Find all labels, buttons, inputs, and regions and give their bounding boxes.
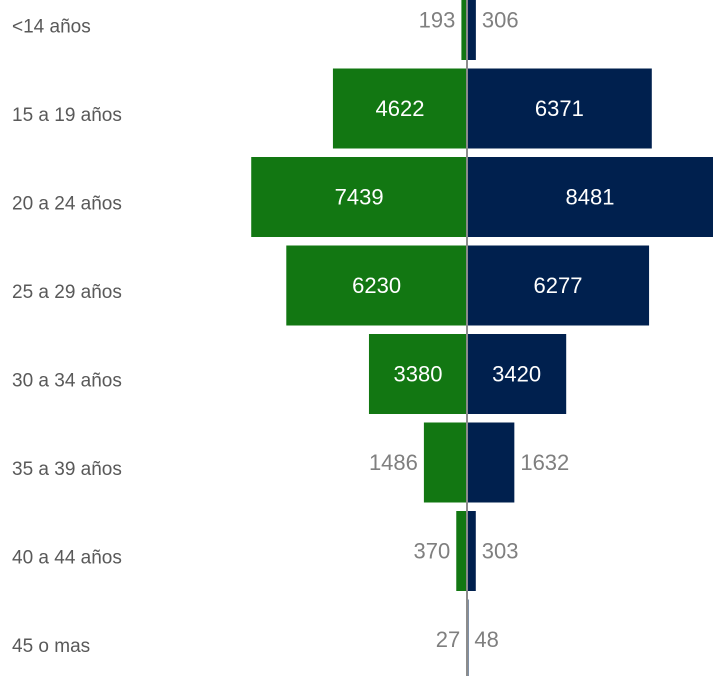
- bar-left-0: [461, 0, 467, 60]
- labels-group: <14 años 193 306 15 a 19 años 4622 6371 20 a 2…: [12, 8, 614, 658]
- bar-left-6: [456, 511, 467, 591]
- value-label-left-6: 370: [414, 539, 451, 564]
- bar-right-1: [467, 68, 652, 149]
- value-label-right-5: 1632: [520, 450, 569, 475]
- bar-right-0: [467, 0, 476, 60]
- category-label-3: 25 a 29 años: [12, 282, 122, 303]
- value-label-left-4: 3380: [394, 362, 443, 387]
- bar-left-4: [368, 334, 467, 414]
- value-label-right-3: 6277: [534, 273, 583, 298]
- bars-group: [251, 0, 713, 676]
- value-label-left-7: 27: [436, 627, 460, 652]
- bar-right-3: [467, 245, 650, 326]
- value-label-right-7: 48: [474, 627, 498, 652]
- bar-left-3: [286, 245, 467, 326]
- value-label-right-2: 8481: [566, 185, 615, 210]
- bar-left-1: [332, 68, 467, 149]
- value-label-right-4: 3420: [492, 362, 541, 387]
- category-label-7: 45 o mas: [12, 636, 90, 657]
- value-label-left-3: 6230: [352, 273, 401, 298]
- value-label-right-1: 6371: [535, 96, 584, 121]
- category-label-5: 35 a 39 años: [12, 459, 122, 480]
- value-label-left-5: 1486: [369, 450, 418, 475]
- bar-right-5: [467, 422, 515, 503]
- category-label-2: 20 a 24 años: [12, 194, 122, 215]
- bar-right-4: [467, 334, 567, 414]
- bar-right-6: [467, 511, 476, 591]
- value-label-right-6: 303: [482, 539, 519, 564]
- category-label-1: 15 a 19 años: [12, 105, 122, 126]
- value-label-left-2: 7439: [335, 185, 384, 210]
- category-label-0: <14 años: [12, 17, 91, 38]
- category-label-6: 40 a 44 años: [12, 548, 122, 569]
- value-label-left-1: 4622: [375, 96, 424, 121]
- value-label-right-0: 306: [482, 8, 519, 33]
- category-label-4: 30 a 34 años: [12, 371, 122, 392]
- bar-left-5: [423, 422, 467, 503]
- value-label-left-0: 193: [419, 8, 456, 33]
- bar-left-2: [251, 157, 467, 237]
- bar-right-2: [467, 157, 713, 237]
